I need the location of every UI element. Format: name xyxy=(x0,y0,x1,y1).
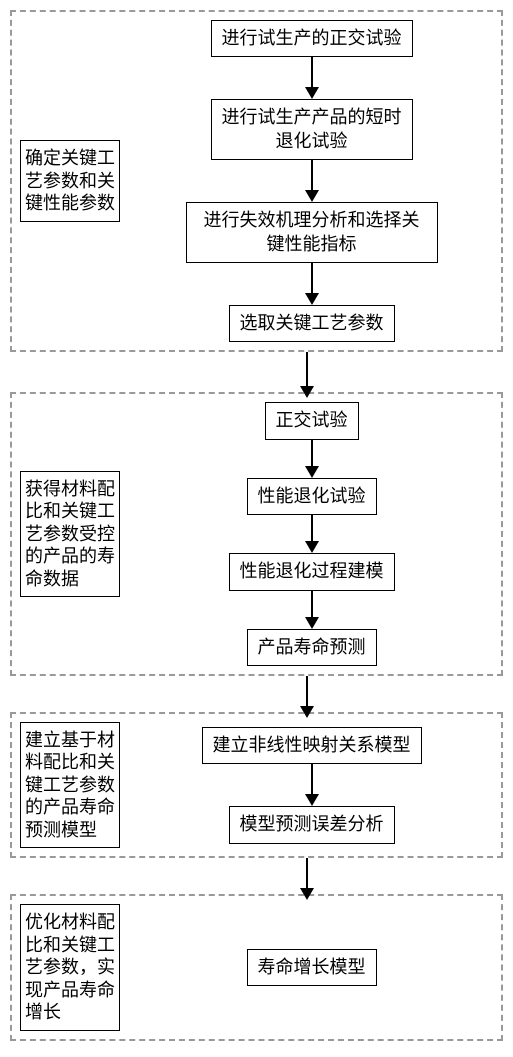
connector-s3-s4 xyxy=(110,858,503,900)
node-n1: 进行试生产的正交试验 xyxy=(211,20,413,57)
stage-1-label: 确定关键工艺参数和关键性能参数 xyxy=(20,140,120,222)
connector-s1-s2 xyxy=(110,352,503,398)
stage-1: 确定关键工艺参数和关键性能参数 进行试生产的正交试验 进行试生产产品的短时退化试… xyxy=(10,10,503,352)
stage-1-flow: 进行试生产的正交试验 进行试生产产品的短时退化试验 进行失效机理分析和选择关键性… xyxy=(130,20,493,342)
arrow-n7-n8 xyxy=(305,591,319,629)
node-n8: 产品寿命预测 xyxy=(247,629,377,666)
node-n10: 模型预测误差分析 xyxy=(229,806,395,843)
arrow-n2-n3 xyxy=(305,160,319,202)
node-n11: 寿命增长模型 xyxy=(247,949,377,986)
arrow-n3-n4 xyxy=(305,263,319,305)
stage-4: 优化材料配比和关键工艺参数，实现产品寿命增长 寿命增长模型 xyxy=(10,894,503,1041)
stage-3: 建立基于材料配比和关键工艺参数的产品寿命预测模型 建立非线性映射关系模型 模型预… xyxy=(10,712,503,859)
stage-2-flow: 正交试验 性能退化试验 性能退化过程建模 产品寿命预测 xyxy=(130,402,493,666)
stage-2: 获得材料配比和关键工艺参数受控的产品的寿命数据 正交试验 性能退化试验 性能退化… xyxy=(10,392,503,676)
node-n4: 选取关键工艺参数 xyxy=(229,305,395,342)
arrow-n9-n10 xyxy=(305,764,319,806)
connector-s2-s3 xyxy=(110,676,503,718)
node-n7: 性能退化过程建模 xyxy=(229,553,395,590)
node-n3: 进行失效机理分析和选择关键性能指标 xyxy=(186,202,438,263)
arrow-n1-n2 xyxy=(305,57,319,99)
stage-4-flow: 寿命增长模型 xyxy=(130,949,493,986)
node-n6: 性能退化试验 xyxy=(247,478,377,515)
stage-3-label: 建立基于材料配比和关键工艺参数的产品寿命预测模型 xyxy=(20,722,120,849)
stage-2-label: 获得材料配比和关键工艺参数受控的产品的寿命数据 xyxy=(20,471,120,598)
stage-3-flow: 建立非线性映射关系模型 模型预测误差分析 xyxy=(130,727,493,844)
arrow-n6-n7 xyxy=(305,515,319,553)
node-n9: 建立非线性映射关系模型 xyxy=(202,727,422,764)
arrow-n5-n6 xyxy=(305,440,319,478)
node-n5: 正交试验 xyxy=(265,402,359,439)
stage-4-label: 优化材料配比和关键工艺参数，实现产品寿命增长 xyxy=(20,904,120,1031)
node-n2: 进行试生产产品的短时退化试验 xyxy=(211,99,413,160)
